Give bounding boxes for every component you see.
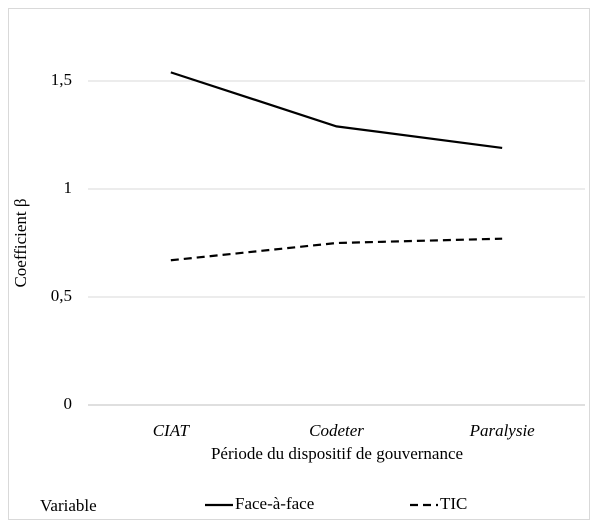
x-tick-label: Paralysie <box>469 421 536 440</box>
y-tick-label: 1,5 <box>51 70 72 89</box>
legend-label: TIC <box>440 494 467 513</box>
legend-label: Face-à-face <box>235 494 314 513</box>
x-tick-label: Codeter <box>309 421 364 440</box>
y-tick-label: 0,5 <box>51 286 72 305</box>
chart-border <box>8 8 590 520</box>
x-tick-label: CIAT <box>153 421 191 440</box>
x-axis-label: Période du dispositif de gouvernance <box>211 444 463 463</box>
y-tick-label: 1 <box>64 178 73 197</box>
y-tick-label: 0 <box>64 394 73 413</box>
series-line <box>170 237 503 262</box>
y-axis-label: Coefficient β <box>11 198 30 287</box>
series-line <box>170 71 503 150</box>
legend-title: Variable <box>40 496 97 515</box>
